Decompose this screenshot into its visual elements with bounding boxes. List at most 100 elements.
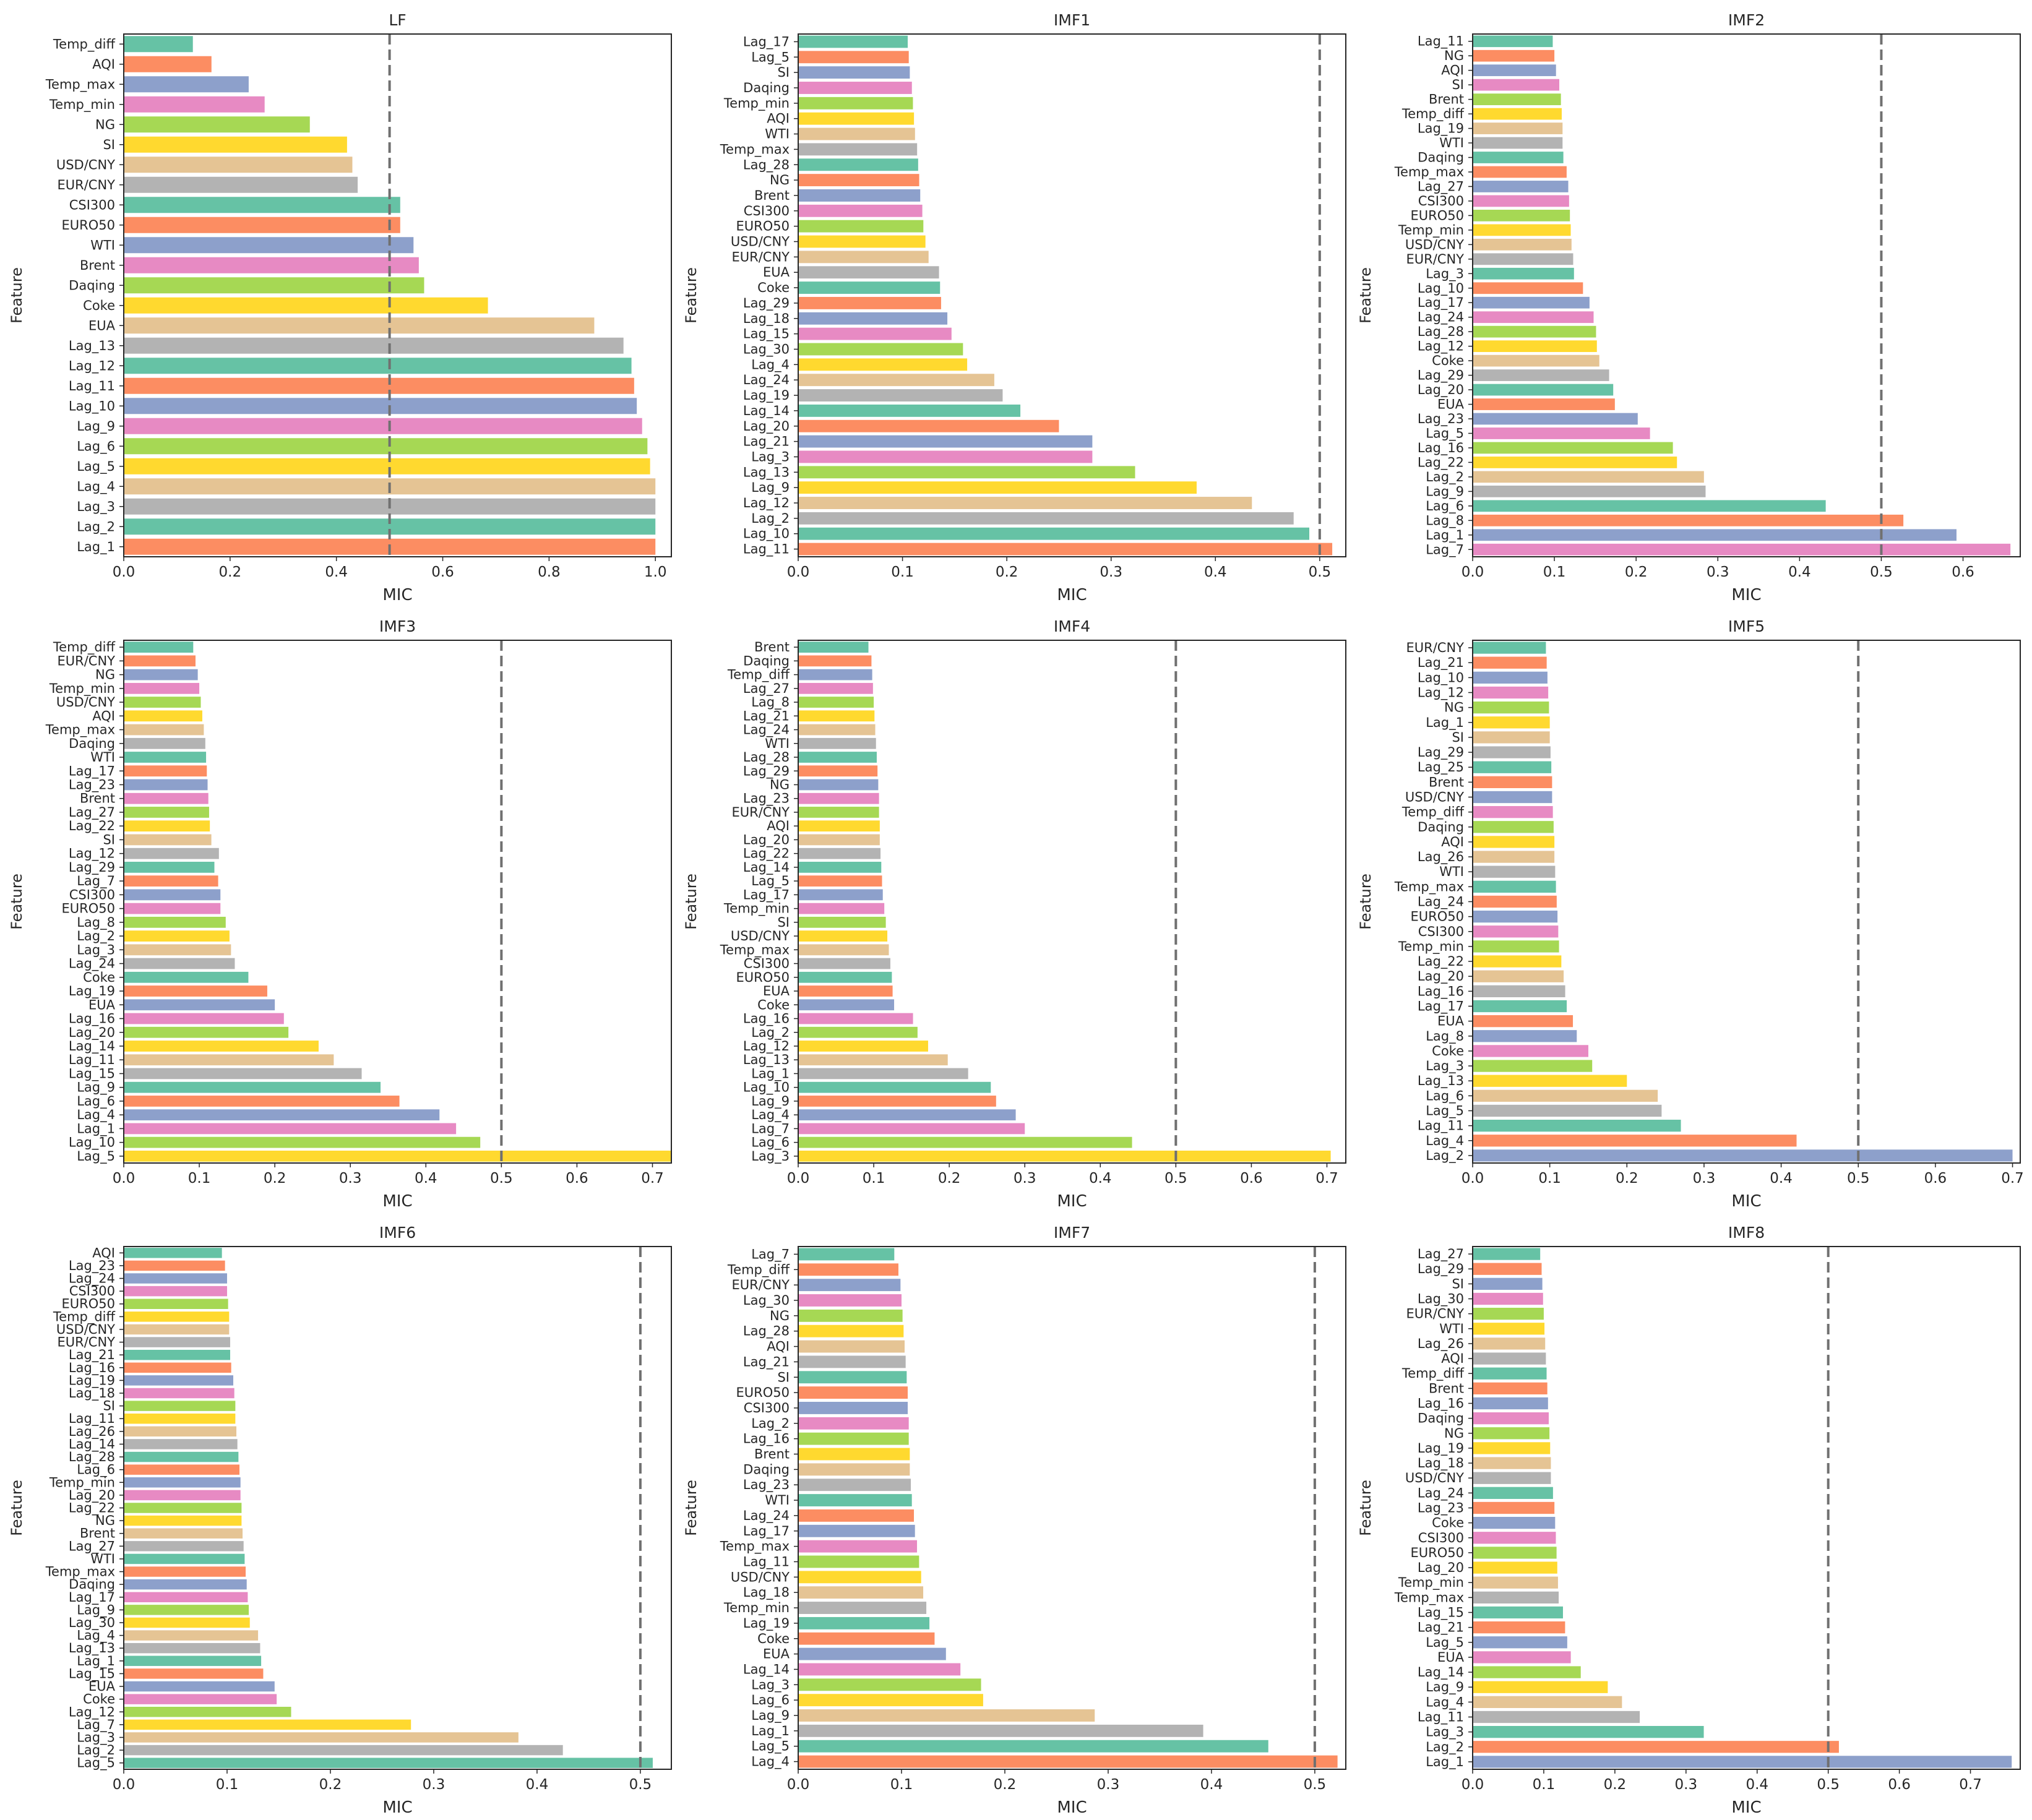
bar-Lag_12 [124,1707,291,1717]
y-tick-label: CSI300 [1418,194,1464,208]
y-tick-label: EUR/CNY [1406,1307,1464,1321]
bar-Lag_20 [1473,1561,1557,1574]
axes-frame [123,640,672,1164]
y-tick-label: Temp_diff [53,36,116,52]
y-tick-label: Coke [757,997,790,1012]
bar-Lag_14 [798,862,882,873]
bar-NG [1473,49,1555,62]
bar-Lag_6 [124,1096,400,1107]
y-tick-label: Lag_12 [69,358,115,374]
bar-EUR/CNY [124,176,358,193]
x-tick-label: 0.0 [1462,1777,1484,1793]
bar-Lag_19 [798,389,1003,401]
x-axis-label: MIC [1731,1192,1761,1211]
bar-Lag_16 [1473,985,1565,998]
y-tick-label: Lag_14 [1418,1665,1464,1680]
bar-Lag_9 [798,481,1197,494]
bar-SI [124,1401,236,1411]
y-tick-label: Temp_max [1394,165,1464,180]
y-tick-label: Lag_12 [743,496,790,511]
y-tick-label: SI [777,915,790,930]
bar-Lag_17 [1473,1000,1567,1013]
y-axis-label: Feature [1357,267,1374,324]
y-tick-label: Lag_28 [743,157,790,173]
y-tick-label: Daqing [1418,820,1464,835]
y-tick-label: AQI [1441,835,1464,849]
y-tick-label: AQI [1441,1351,1464,1366]
x-tick-label: 0.3 [1100,564,1122,580]
bar-Lag_23 [798,792,879,804]
y-tick-label: Lag_7 [77,1717,115,1733]
bar-Lag_6 [124,1464,240,1475]
bar-Lag_9 [798,1096,996,1107]
chart-panel-imf5: IMF5EUR/CNYLag_21Lag_10Lag_12NGLag_1SILa… [1357,617,2024,1211]
x-tick-label: 0.1 [890,1777,913,1793]
y-tick-label: Lag_26 [1418,1336,1464,1352]
bar-Temp_max [1473,166,1567,178]
bar-Lag_27 [1473,181,1569,192]
bar-Lag_16 [798,1432,909,1445]
bar-Lag_9 [124,1081,381,1093]
bar-Lag_11 [124,377,634,394]
bar-Lag_23 [1473,1501,1555,1514]
bar-Daqing [124,277,424,294]
y-tick-label: Lag_17 [743,887,790,903]
y-tick-label: Temp_min [49,681,115,697]
y-tick-label: Lag_28 [1418,324,1464,340]
y-tick-label: Lag_1 [77,1654,115,1669]
y-tick-label: CSI300 [69,1284,115,1298]
bar-Temp_max [124,1566,246,1577]
y-tick-label: Lag_13 [69,338,115,354]
bar-Lag_24 [798,374,994,387]
x-tick-label: 0.0 [787,1777,810,1793]
y-tick-label: Temp_diff [53,640,116,655]
bar-Lag_11 [1473,35,1553,48]
bar-USD/CNY [124,157,353,173]
y-tick-label: WTI [765,1493,790,1508]
y-tick-label: Temp_diff [1401,805,1465,820]
y-tick-label: Lag_17 [743,1524,790,1539]
y-tick-label: Lag_7 [77,874,115,889]
y-tick-label: USD/CNY [731,234,790,249]
x-tick-label: 0.2 [1604,1777,1627,1793]
bar-Lag_22 [124,1503,242,1513]
y-tick-label: Lag_20 [743,419,790,434]
y-tick-label: Temp_min [49,97,115,113]
y-tick-label: CSI300 [1418,1530,1464,1545]
x-tick-label: 0.3 [1097,1777,1120,1793]
y-tick-label: Lag_4 [751,1107,790,1123]
y-tick-label: Temp_max [45,723,115,738]
x-tick-label: 0.5 [629,1777,652,1793]
y-tick-label: Daqing [743,653,790,668]
y-tick-label: Lag_20 [69,1488,115,1503]
y-tick-label: Lag_9 [77,1080,115,1096]
y-tick-label: NG [95,1513,115,1528]
y-tick-label: WTI [1439,1321,1464,1336]
x-tick-label: 0.5 [490,1170,513,1187]
y-tick-label: Lag_23 [1418,1501,1464,1516]
y-tick-label: Lag_1 [1426,1754,1464,1770]
bar-Lag_19 [124,985,267,997]
y-tick-label: Coke [83,1692,115,1707]
bar-Lag_18 [798,1586,924,1599]
y-tick-label: Lag_17 [1418,999,1464,1015]
bar-Temp_max [798,1540,918,1553]
axes-frame [1472,33,2021,557]
bar-Lag_26 [124,1426,237,1437]
y-tick-label: Lag_3 [1426,1058,1464,1074]
x-tick-label: 0.3 [1675,1777,1698,1793]
bar-Lag_23 [124,1260,225,1271]
y-tick-label: Lag_9 [751,1094,790,1109]
y-tick-label: Lag_4 [1426,1133,1464,1149]
bar-EUA [124,999,275,1011]
bar-EUR/CNY [124,655,196,667]
y-tick-label: Lag_13 [69,1641,115,1656]
y-tick-label: Lag_20 [69,1025,115,1041]
y-tick-label: Lag_5 [1426,1104,1464,1119]
bar-Daqing [1473,152,1564,163]
y-tick-label: Lag_16 [69,1011,115,1027]
bar-USD/CNY [1473,238,1572,251]
y-tick-label: Brent [1429,775,1464,789]
y-tick-label: Lag_4 [77,479,115,494]
bar-EUA [798,1647,946,1660]
